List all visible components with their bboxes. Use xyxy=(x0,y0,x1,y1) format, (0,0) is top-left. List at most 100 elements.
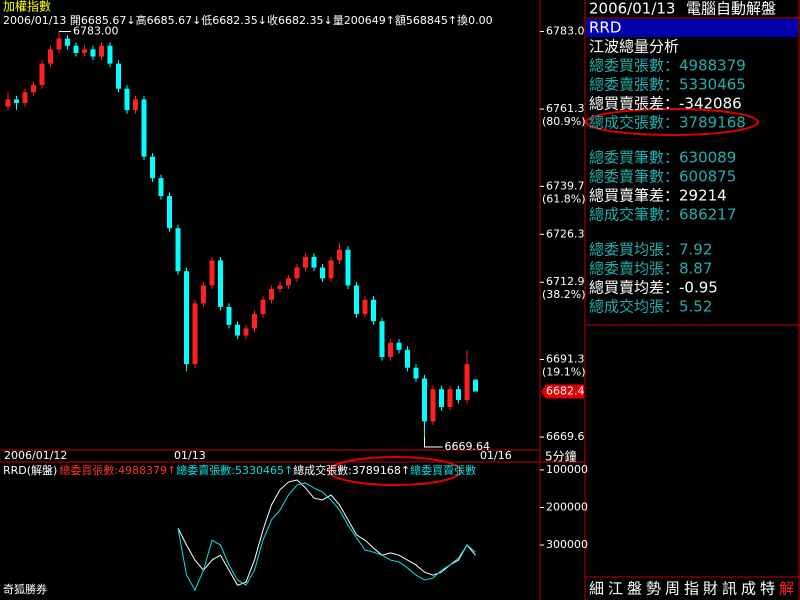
candle-body xyxy=(124,88,130,111)
panel-tab[interactable]: 盤 xyxy=(627,580,642,598)
panel-stat: 總成交筆數：686217 xyxy=(589,206,736,224)
x-tick-label: 01/16 xyxy=(480,449,512,462)
candle-body xyxy=(39,63,45,86)
candle-body xyxy=(82,49,87,53)
legend-entry: 總委買賣張數 xyxy=(410,463,476,477)
legend-entry: 總委賣張數:5330465↑ xyxy=(176,463,293,477)
panel-tab[interactable]: 財 xyxy=(703,580,718,598)
y-tick-sublabel: (61.8%) xyxy=(542,192,586,205)
panel-stat: 總成交張數：3789168 xyxy=(589,114,746,132)
panel-tab[interactable]: 成 xyxy=(741,580,756,598)
panel-stat: 總委賣張數：5330465 xyxy=(589,76,746,94)
panel-stat: 總委買筆數：630089 xyxy=(589,149,736,167)
last-price-box xyxy=(541,384,584,399)
y-tick-label: 6726.3 xyxy=(546,227,585,240)
annotation: 6783.00 xyxy=(73,24,119,37)
period: 5分鐘 xyxy=(545,449,577,464)
panel-stat: 總買賣均差：-0.95 xyxy=(589,279,718,297)
legend-entry: 總成交張數:3789168↑ xyxy=(293,463,410,477)
indicator-title: RRD(解盤) xyxy=(3,463,57,477)
candle-body xyxy=(22,92,28,104)
highlight-ellipse xyxy=(585,108,759,136)
candle-body xyxy=(31,85,36,93)
candle-body xyxy=(456,389,461,400)
candle-body xyxy=(167,196,172,229)
y-tick-sublabel: (38.2%) xyxy=(542,288,586,301)
candle-body xyxy=(447,389,453,408)
candle-body xyxy=(226,306,232,325)
y-tick-label: 6712.9 xyxy=(546,275,585,288)
panel-tab[interactable]: 勢 xyxy=(646,580,661,598)
candle-body xyxy=(464,364,470,400)
panel-stat: 總委買張數：4988379 xyxy=(589,57,746,75)
panel-tab[interactable]: 指 xyxy=(684,580,699,598)
candle-body xyxy=(337,249,342,261)
candle-body xyxy=(252,314,257,329)
candle-body xyxy=(311,256,317,268)
candle-body xyxy=(354,285,359,315)
panel-title: 電腦自動解盤 xyxy=(686,0,776,18)
panel-stat: 總買賣筆差：29214 xyxy=(589,187,727,205)
candle-body xyxy=(99,45,104,57)
candle-body xyxy=(286,278,291,286)
candle-body xyxy=(48,49,53,64)
candle-body xyxy=(405,349,410,368)
candle-body xyxy=(269,289,274,300)
candle-body xyxy=(235,324,240,336)
candle-body xyxy=(260,299,266,315)
panel-tab[interactable]: 特 xyxy=(760,580,775,598)
quote-line: 2006/01/13 開6685.67↓高6685.67↓低6682.35↓收6… xyxy=(3,13,493,27)
panel-tab[interactable]: 周 xyxy=(665,580,680,598)
candle-body xyxy=(116,63,121,89)
candle-body xyxy=(218,260,223,307)
panel-tab[interactable]: 訊 xyxy=(722,580,737,598)
index-title: 加權指數 xyxy=(3,0,51,14)
candle-body xyxy=(150,156,155,179)
y-tick-label: 6669.6 xyxy=(546,430,585,443)
indicator-line xyxy=(177,482,476,592)
candle-body xyxy=(201,285,206,304)
candle-body xyxy=(14,99,19,104)
brand: 奇狐勝券 xyxy=(3,582,47,596)
candle-body xyxy=(141,99,147,157)
x-tick-label: 2006/01/12 xyxy=(4,449,67,462)
candle-body xyxy=(439,389,444,408)
candle-body xyxy=(422,378,427,422)
panel-tab[interactable]: 細 xyxy=(589,580,604,598)
y-tick-label: 200000 xyxy=(546,500,588,513)
candle-body xyxy=(328,260,334,279)
panel-stat: 總委賣筆數：600875 xyxy=(589,168,736,186)
y-tick-label: 6691.3 xyxy=(546,352,585,365)
panel-tab[interactable]: 江 xyxy=(608,580,623,598)
candle-body xyxy=(396,342,402,350)
candle-body xyxy=(209,260,215,286)
selected-indicator[interactable]: RRD xyxy=(589,19,621,37)
panel-date: 2006/01/13 xyxy=(589,0,675,18)
candle-body xyxy=(56,38,62,50)
candle-body xyxy=(371,299,376,322)
candle-body xyxy=(107,45,113,64)
candle-body xyxy=(90,49,96,57)
highlight-ellipse xyxy=(328,456,462,486)
candle-body xyxy=(243,328,249,336)
y-tick-label: 6739.7 xyxy=(546,179,585,192)
candle-body xyxy=(158,178,164,197)
last-price-label: 6682.4 xyxy=(546,385,585,398)
candle-body xyxy=(184,271,189,365)
x-tick-label: 01/13 xyxy=(174,449,206,462)
panel-tab[interactable]: 解 xyxy=(779,580,794,598)
candle-body xyxy=(413,367,419,379)
candle-body xyxy=(133,99,138,111)
candle-body xyxy=(345,249,351,286)
panel-stat: 總買賣張差：-342086 xyxy=(589,95,742,113)
candle-body xyxy=(379,321,385,357)
candle-body xyxy=(473,379,478,392)
panel-heading: 江波總量分析 xyxy=(589,38,679,56)
legend-entry: 總委買張數:4988379↑ xyxy=(59,463,176,477)
selected-row[interactable] xyxy=(586,19,798,37)
candle-body xyxy=(65,38,70,46)
candle-body xyxy=(175,228,181,272)
panel-stat: 總委買均張：7.92 xyxy=(589,241,712,259)
candle-body xyxy=(303,256,308,268)
